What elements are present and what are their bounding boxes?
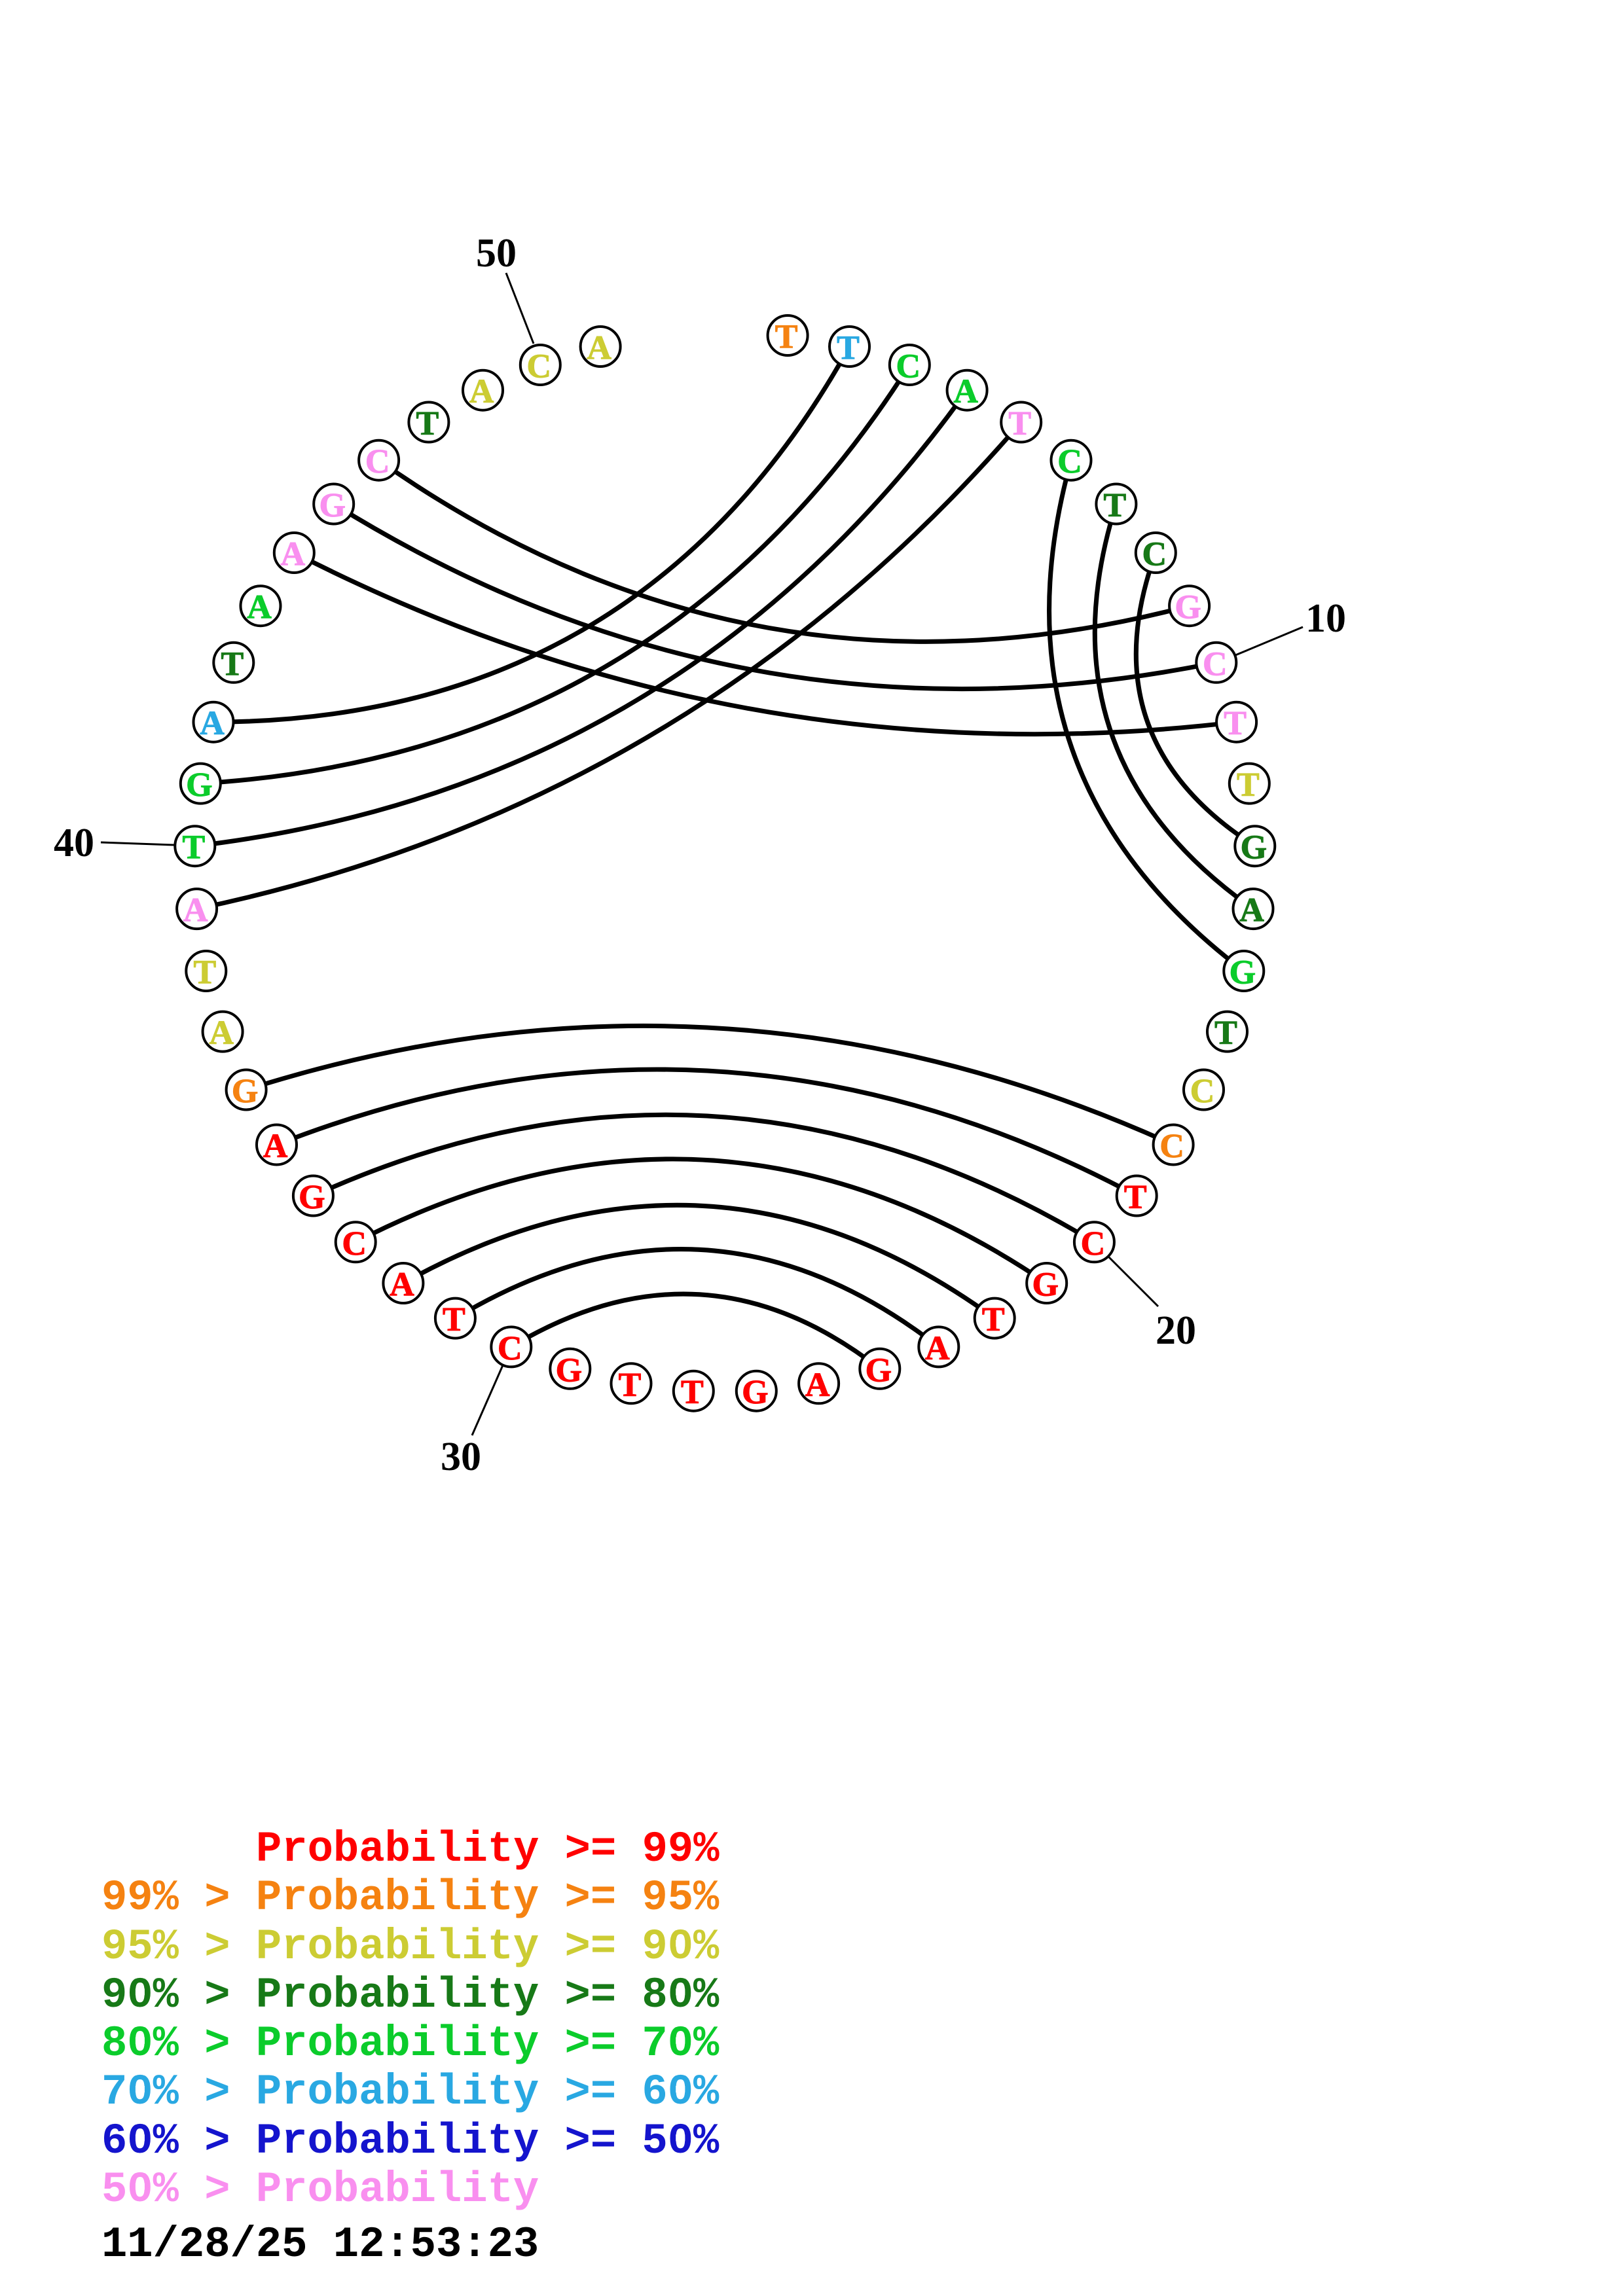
svg-text:A: A — [953, 373, 978, 410]
svg-text:20: 20 — [1156, 1308, 1196, 1353]
svg-text:T: T — [619, 1367, 642, 1404]
svg-text:G: G — [1175, 589, 1201, 626]
svg-text:A: A — [390, 1266, 414, 1304]
svg-text:T: T — [1104, 487, 1127, 524]
svg-text:A: A — [805, 1367, 830, 1404]
svg-text:T: T — [1124, 1179, 1147, 1216]
svg-text:C: C — [1159, 1128, 1184, 1165]
svg-text:T: T — [681, 1374, 704, 1411]
svg-text:C: C — [1142, 536, 1167, 573]
svg-text:T: T — [193, 954, 216, 992]
svg-text:95% > Probability >= 90%: 95% > Probability >= 90% — [101, 1922, 720, 1971]
svg-text:A: A — [209, 1014, 234, 1052]
svg-text:50: 50 — [476, 231, 517, 276]
svg-text:T: T — [1008, 405, 1031, 442]
svg-text:A: A — [183, 892, 208, 929]
svg-text:C: C — [1081, 1225, 1106, 1263]
svg-text:T: T — [182, 829, 205, 867]
svg-text:T: T — [1224, 705, 1247, 742]
svg-text:C: C — [1203, 645, 1228, 683]
svg-text:T: T — [443, 1301, 465, 1338]
svg-text:G: G — [742, 1374, 768, 1411]
svg-text:C: C — [527, 348, 552, 386]
svg-text:T: T — [775, 319, 798, 356]
svg-text:C: C — [342, 1225, 367, 1263]
svg-text:G: G — [1230, 954, 1256, 992]
svg-text:C: C — [365, 443, 390, 480]
svg-text:C: C — [1057, 443, 1082, 480]
svg-text:G: G — [232, 1073, 258, 1110]
svg-text:G: G — [1241, 829, 1267, 867]
svg-text:G: G — [1032, 1266, 1058, 1304]
svg-text:60% > Probability >= 50%: 60% > Probability >= 50% — [101, 2117, 720, 2166]
svg-text:A: A — [1239, 892, 1264, 929]
svg-text:90% > Probability >= 80%: 90% > Probability >= 80% — [101, 1971, 720, 2020]
svg-text:A: A — [925, 1330, 950, 1367]
svg-text:80% > Probability >= 70%: 80% > Probability >= 70% — [101, 2019, 720, 2068]
svg-text:G: G — [319, 487, 345, 524]
svg-text:10: 10 — [1305, 596, 1346, 641]
svg-text:G: G — [186, 766, 212, 804]
svg-text:C: C — [498, 1330, 522, 1367]
svg-text:30: 30 — [441, 1435, 481, 1479]
svg-text:G: G — [299, 1179, 325, 1216]
svg-text:A: A — [281, 536, 306, 573]
svg-text:A: A — [469, 373, 494, 410]
svg-text:T: T — [1237, 766, 1260, 804]
svg-text:50% > Probability: 50% > Probability — [101, 2165, 539, 2214]
svg-text:A: A — [200, 705, 225, 742]
svg-text:Probability >= 99%: Probability >= 99% — [256, 1825, 720, 1874]
svg-text:40: 40 — [54, 821, 94, 865]
svg-text:A: A — [587, 330, 611, 367]
svg-text:A: A — [263, 1128, 288, 1165]
svg-text:T: T — [416, 405, 439, 442]
svg-text:70% > Probability >= 60%: 70% > Probability >= 60% — [101, 2068, 720, 2117]
svg-text:C: C — [896, 348, 921, 386]
svg-text:T: T — [221, 645, 244, 683]
svg-text:G: G — [556, 1352, 582, 1389]
svg-text:C: C — [1190, 1073, 1215, 1110]
svg-text:99% > Probability >= 95%: 99% > Probability >= 95% — [101, 1873, 720, 1922]
svg-text:G: G — [866, 1352, 892, 1389]
svg-text:A: A — [247, 589, 272, 626]
svg-text:T: T — [837, 330, 860, 367]
svg-text:11/28/25 12:53:23: 11/28/25 12:53:23 — [101, 2220, 539, 2269]
svg-text:T: T — [1214, 1014, 1237, 1052]
svg-text:T: T — [982, 1301, 1005, 1338]
